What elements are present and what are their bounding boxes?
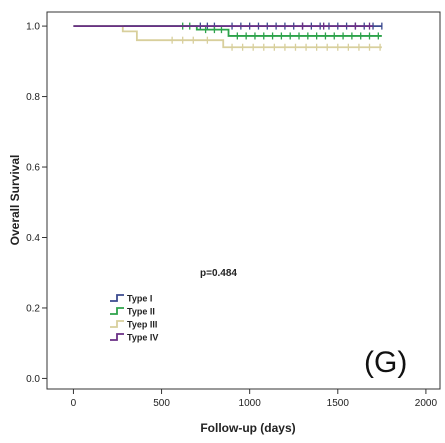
x-tick-label: 2000 — [415, 398, 438, 409]
panel-label: (G) — [364, 346, 407, 379]
y-tick-label: 0.2 — [26, 303, 40, 314]
legend-label: Type I — [127, 294, 152, 304]
x-tick-label: 500 — [153, 398, 170, 409]
legend-swatch — [110, 294, 124, 302]
legend-label: Type IV — [127, 333, 158, 343]
legend-label: Tyep III — [127, 320, 157, 330]
x-axis-label: Follow-up (days) — [200, 421, 295, 435]
x-tick-label: 0 — [71, 398, 77, 409]
p-value-annotation: p=0.484 — [200, 268, 237, 279]
x-tick-label: 1500 — [327, 398, 350, 409]
y-axis-label: Overall Survival — [8, 155, 22, 246]
y-axis: 0.0 0.2 0.4 0.6 0.8 1.0 — [26, 22, 47, 385]
legend-swatch — [110, 320, 124, 328]
y-tick-label: 0.0 — [26, 374, 40, 385]
y-tick-label: 0.6 — [26, 163, 40, 174]
y-tick-label: 0.4 — [26, 233, 40, 244]
x-tick-label: 1000 — [239, 398, 262, 409]
y-tick-label: 1.0 — [26, 22, 40, 33]
legend-swatch — [110, 307, 124, 315]
legend-label: Type II — [127, 307, 155, 317]
legend-swatch — [110, 333, 124, 341]
x-axis: 0 500 1000 1500 2000 — [71, 389, 438, 409]
y-tick-label: 0.8 — [26, 92, 40, 103]
series-layer — [73, 22, 383, 51]
legend: Type I Type II Tyep III Type IV — [110, 294, 158, 343]
plot-frame — [46, 11, 441, 390]
